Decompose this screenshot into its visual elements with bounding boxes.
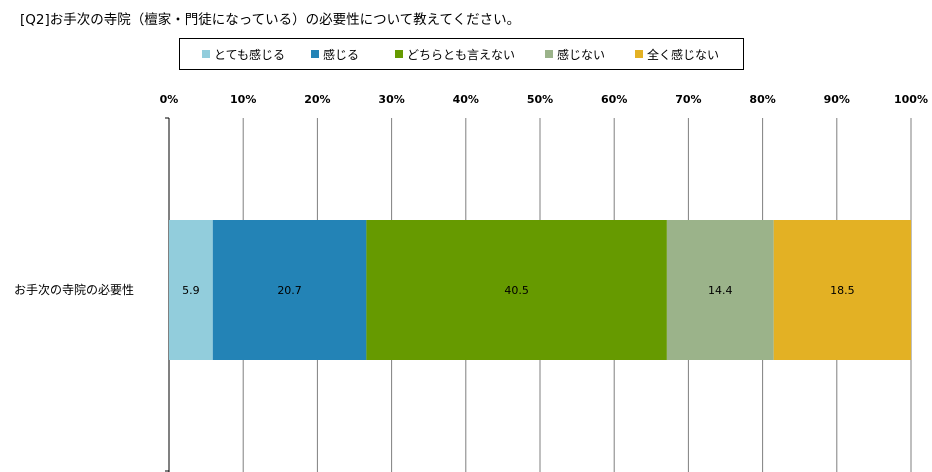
legend-swatch-2 [395,50,403,58]
x-tick-label-7: 70% [675,93,701,106]
data-label-2: 40.5 [504,284,529,297]
bar-segment-3 [666,220,774,360]
data-label-4: 18.5 [830,284,855,297]
x-tick-label-4: 40% [453,93,479,106]
x-tick-label-3: 30% [378,93,404,106]
bar-segment-0 [169,220,213,360]
legend-label-0: とても感じる [214,47,286,62]
bar-segment-4 [773,220,911,360]
legend-item-0: とても感じる [202,46,285,62]
legend-label-1: 感じる [323,47,360,62]
data-label-1: 20.7 [277,284,302,297]
legend-label-2: どちらとも言えない [407,47,516,62]
x-tick-label-5: 50% [527,93,553,106]
legend-label-3: 感じない [557,47,606,62]
bars: 5.9 20.7 40.5 14.4 18.5 [169,220,911,360]
x-axis-ticks: 0% 10% 20% 30% 40% 50% 60% 70% 80% 90% 100% [160,93,928,106]
legend: とても感じる 感じる どちらとも言えない 感じない 全く感じない [179,38,744,70]
x-tick-label-6: 60% [601,93,627,106]
data-label-0: 5.9 [182,284,200,297]
legend-item-4: 全く感じない [635,46,719,62]
data-label-3: 14.4 [708,284,733,297]
category-label-0: お手次の寺院の必要性 [14,283,134,297]
chart-title: [Q2]お手次の寺院（檀家・門徒になっている）の必要性について教えてください。 [20,12,521,28]
legend-swatch-0 [202,50,210,58]
x-tick-label-9: 90% [824,93,850,106]
x-tick-label-10: 100% [894,93,928,106]
legend-swatch-1 [311,50,319,58]
legend-item-3: 感じない [545,46,605,62]
legend-swatch-3 [545,50,553,58]
legend-label-4: 全く感じない [647,47,720,62]
legend-swatch-4 [635,50,643,58]
y-axis-categories: お手次の寺院の必要性 [14,283,134,297]
x-tick-label-8: 80% [749,93,775,106]
x-tick-label-1: 10% [230,93,256,106]
bar-segment-1 [212,220,367,360]
legend-item-1: 感じる [311,46,359,62]
legend-item-2: どちらとも言えない [395,46,515,62]
x-tick-label-2: 20% [304,93,330,106]
x-tick-label-0: 0% [160,93,179,106]
bar-segment-2 [366,220,667,360]
